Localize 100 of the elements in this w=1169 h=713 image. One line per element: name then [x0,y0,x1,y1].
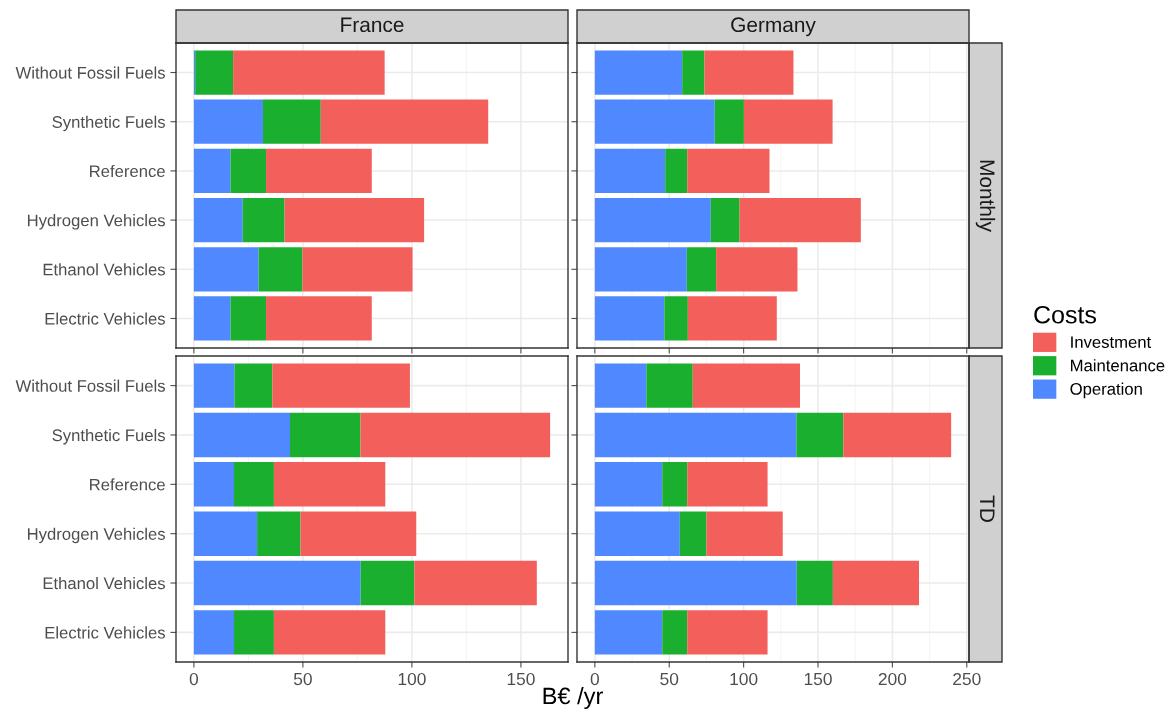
bar [843,412,952,458]
bar [257,511,301,556]
bar [679,511,707,556]
bar [594,363,647,408]
bar [195,50,234,95]
bar [594,296,665,341]
bar [233,610,274,655]
bar [710,197,740,243]
bar [594,247,687,292]
bar [320,99,489,144]
bar [300,511,417,556]
bar [193,511,258,556]
bar [796,560,833,606]
bar [302,247,413,292]
bar [686,247,717,292]
bar [258,247,303,292]
bar [687,462,768,507]
bar [646,363,693,408]
y-tick-label: Electric Vehicles [45,626,165,639]
bar [193,363,235,408]
bar [796,412,844,458]
bar [832,560,920,606]
bar [594,610,663,655]
bar [664,296,688,341]
bar [193,247,259,292]
bar [360,412,551,458]
bar [706,511,783,556]
bar [414,560,537,606]
bar [193,148,231,194]
bar [230,296,267,341]
x-tick-label: 50 [293,672,312,686]
bar [594,511,680,556]
legend-label: Maintenance [1071,359,1165,372]
y-tick-label: Electric Vehicles [45,312,165,325]
bar [273,462,386,507]
legend-label: Investment [1071,336,1152,349]
y-tick-label: Reference [90,164,165,178]
bar [662,610,688,655]
bar [662,462,688,507]
x-tick-label: 0 [189,672,199,686]
x-tick-label: 200 [878,672,907,686]
bar [594,148,666,194]
chart-title: France [341,17,404,33]
bar [262,99,321,144]
x-tick-label: 100 [730,672,758,686]
bar [594,99,715,144]
bar [743,99,833,144]
bar [687,610,768,655]
bar [704,50,794,95]
bar [242,197,285,243]
y-tick-label: Ethanol Vehicles [43,576,165,590]
bar [594,412,797,458]
y-tick-label: Synthetic Fuels [52,115,165,132]
bar [193,197,243,243]
y-tick-label: Without Fossil Fuels [15,66,165,79]
bar [739,197,861,243]
bar [193,296,231,341]
bar [193,412,291,458]
bar [193,462,234,507]
bar [266,296,372,341]
bar [687,148,770,194]
bar [594,462,663,507]
bar [692,363,800,408]
y2-axis-title: Monthly [975,160,996,232]
y2-axis-title: TD [980,495,995,522]
x-axis-title: B€ /yr [543,686,603,710]
legend-title: Costs [1034,305,1096,324]
y-tick-label: Ethanol Vehicles [43,263,165,276]
legend-label: Operation [1070,382,1142,399]
bar [230,148,267,194]
bar [233,462,274,507]
bar [594,560,797,606]
bar [273,610,386,655]
y-tick-label: Hydrogen Vehicles [27,214,165,230]
bar [716,247,798,292]
bar [266,148,372,194]
x-tick-label: 100 [398,672,426,686]
y-tick-label: Without Fossil Fuels [15,379,165,392]
bar [714,99,744,144]
x-tick-label: 150 [804,672,832,686]
bar [665,148,688,194]
y-tick-label: Synthetic Fuels [52,428,165,445]
bar [290,412,361,458]
x-tick-label: 0 [590,672,599,686]
bar [682,50,705,95]
bar [193,560,361,606]
bar [284,197,425,243]
bar [233,50,385,95]
bar [193,99,263,144]
x-tick-label: 150 [507,672,535,686]
bar [234,363,273,408]
bar [687,296,777,341]
y-tick-label: Hydrogen Vehicles [27,527,165,544]
y-tick-label: Reference [90,478,165,491]
bar [594,197,711,243]
x-tick-label: 50 [660,672,679,686]
chart-title: Germany [731,17,816,37]
bar [360,560,415,606]
bar [272,363,410,408]
bar [594,50,683,95]
